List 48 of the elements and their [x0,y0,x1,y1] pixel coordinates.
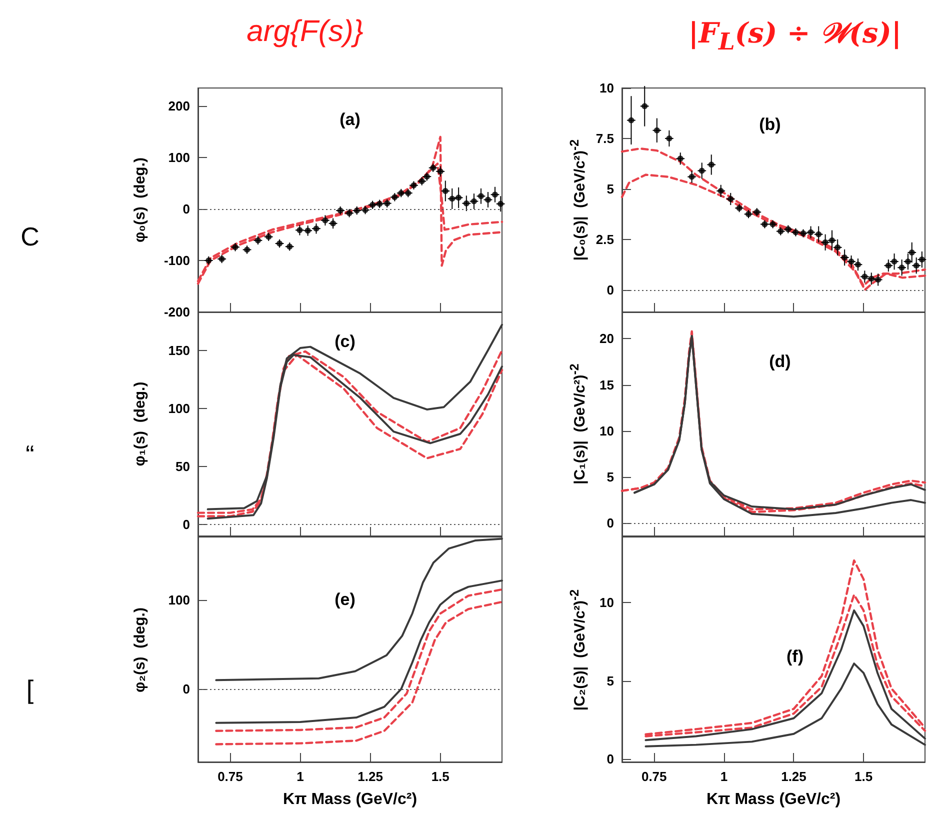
y-tick-label: 150 [168,342,190,358]
y-axis-title: φ₀(s) (deg.) [132,158,148,242]
chart-title: |F$_{L}$(s) ÷ 𝒲(s)| [688,16,902,56]
x-axis-title: Kπ Mass (GeV/c²) [282,791,418,809]
y-tick-label: 5 [606,181,614,196]
annotation: (d) [769,352,791,372]
y-tick-label: 7.5 [596,130,614,146]
x-tick-label: 1 [720,769,728,784]
y-tick-label: 100 [168,150,190,166]
y-tick-label: 200 [168,98,190,114]
y-tick-label: 0 [182,682,190,697]
y-tick-label: 100 [168,592,190,608]
y-tick-label: 0 [182,202,190,217]
x-tick-label: 0.75 [641,769,667,784]
x-tick-label: 1.5 [854,769,873,784]
y-tick-label: 10 [600,423,614,438]
y-tick-label: 0 [606,516,614,531]
y-tick-label: 50 [176,458,190,474]
y-tick-label: 15 [600,377,614,392]
y-tick-label: 5 [606,673,614,688]
y-axis-title: φ₁(s) (deg.) [132,382,148,466]
annotation: (c) [334,332,356,352]
text: [ [26,674,34,706]
x-tick-label: 1.25 [781,769,806,784]
y-tick-label: 5 [606,470,614,485]
x-axis-title: Kπ Mass (GeV/c²) [706,791,841,809]
annotation: (e) [334,590,356,610]
text: C [20,222,40,252]
text: “ [26,440,34,470]
y-tick-label: 100 [168,400,190,416]
y-axis-title: φ₂(s) (deg.) [132,607,148,692]
x-tick-label: 1 [296,769,304,784]
annotation: (a) [340,110,360,130]
y-tick-label: 10 [600,80,614,96]
y-tick-label: 20 [600,331,614,346]
y-tick-label: 0 [606,751,614,766]
x-tick-label: 1.25 [358,769,383,784]
y-tick-label: 10 [600,595,614,610]
y-tick-label: -100 [164,253,190,268]
annotation: (b) [759,115,781,135]
x-tick-label: 0.75 [218,769,243,784]
annotation: (f) [786,647,804,667]
chart-title: arg{F(s)} [246,15,364,49]
y-tick-label: -200 [164,304,190,320]
y-tick-label: 0 [606,282,614,298]
y-tick-label: 2.5 [596,232,614,247]
x-tick-label: 1.5 [431,769,450,784]
y-tick-label: 0 [182,516,190,532]
